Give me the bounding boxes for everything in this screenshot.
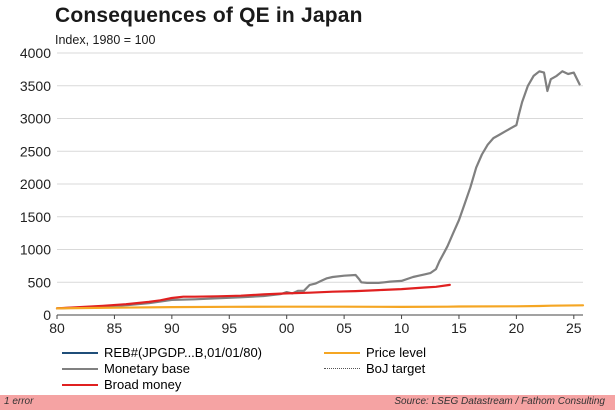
x-tick-label: 00 bbox=[279, 320, 295, 336]
series-line-monetary-base bbox=[55, 70, 581, 310]
legend-swatch-monetary-base bbox=[62, 367, 98, 370]
chart-subtitle: Index, 1980 = 100 bbox=[55, 33, 156, 47]
y-tick-label: 4000 bbox=[20, 45, 51, 61]
x-tick-label: 85 bbox=[107, 320, 123, 336]
x-tick-label: 90 bbox=[164, 320, 180, 336]
x-tick-label: 05 bbox=[336, 320, 352, 336]
chart-title: Consequences of QE in Japan bbox=[55, 4, 363, 27]
source-note: Source: LSEG Datastream / Fathom Consult… bbox=[394, 396, 605, 407]
legend-label-broad-money: Broad money bbox=[104, 377, 182, 392]
gridlines bbox=[57, 52, 583, 283]
x-tick-label: 20 bbox=[509, 320, 525, 336]
legend-swatch-broad-money bbox=[62, 383, 98, 386]
legend-item-monetary-base: Monetary base bbox=[62, 361, 190, 376]
legend-label-jpgdp: REB#(JPGDP...B,01/01/80) bbox=[104, 345, 263, 360]
y-tick-label: 1000 bbox=[20, 242, 51, 258]
legend-label-price-level: Price level bbox=[366, 345, 426, 360]
y-tick-label: 3000 bbox=[20, 111, 51, 127]
y-tick-label: 2500 bbox=[20, 143, 51, 159]
y-tick-label: 0 bbox=[43, 307, 51, 323]
x-tick-label: 25 bbox=[566, 320, 582, 336]
legend-label-monetary-base: Monetary base bbox=[104, 361, 190, 376]
legend-item-broad-money: Broad money bbox=[62, 377, 181, 392]
y-tick-label: 500 bbox=[28, 274, 52, 290]
y-tick-label: 3500 bbox=[20, 78, 51, 94]
x-tick-label: 80 bbox=[49, 320, 65, 336]
x-tick-label: 15 bbox=[451, 320, 467, 336]
legend-item-price-level: Price level bbox=[324, 345, 426, 360]
legend-swatch-boj-target bbox=[324, 368, 360, 369]
legend-label-boj-target: BoJ target bbox=[366, 361, 426, 376]
x-tick-label: 95 bbox=[221, 320, 237, 336]
legend: REB#(JPGDP...B,01/01/80) Price level Mon… bbox=[62, 345, 602, 395]
legend-item-boj-target: BoJ target bbox=[324, 361, 425, 376]
axes bbox=[56, 314, 583, 319]
series-lines bbox=[55, 70, 585, 310]
series-line-price-level bbox=[55, 304, 585, 310]
series-line-broad-money bbox=[55, 283, 451, 310]
legend-swatch-jpgdp bbox=[62, 351, 98, 354]
y-tick-label: 1500 bbox=[20, 209, 51, 225]
legend-item-jpgdp: REB#(JPGDP...B,01/01/80) bbox=[62, 345, 262, 360]
y-tick-label: 2000 bbox=[20, 176, 51, 192]
error-count[interactable]: 1 error bbox=[4, 396, 34, 407]
legend-swatch-price-level bbox=[324, 351, 360, 354]
x-tick-label: 10 bbox=[394, 320, 410, 336]
status-bar: 1 error Source: LSEG Datastream / Fathom… bbox=[0, 395, 615, 410]
